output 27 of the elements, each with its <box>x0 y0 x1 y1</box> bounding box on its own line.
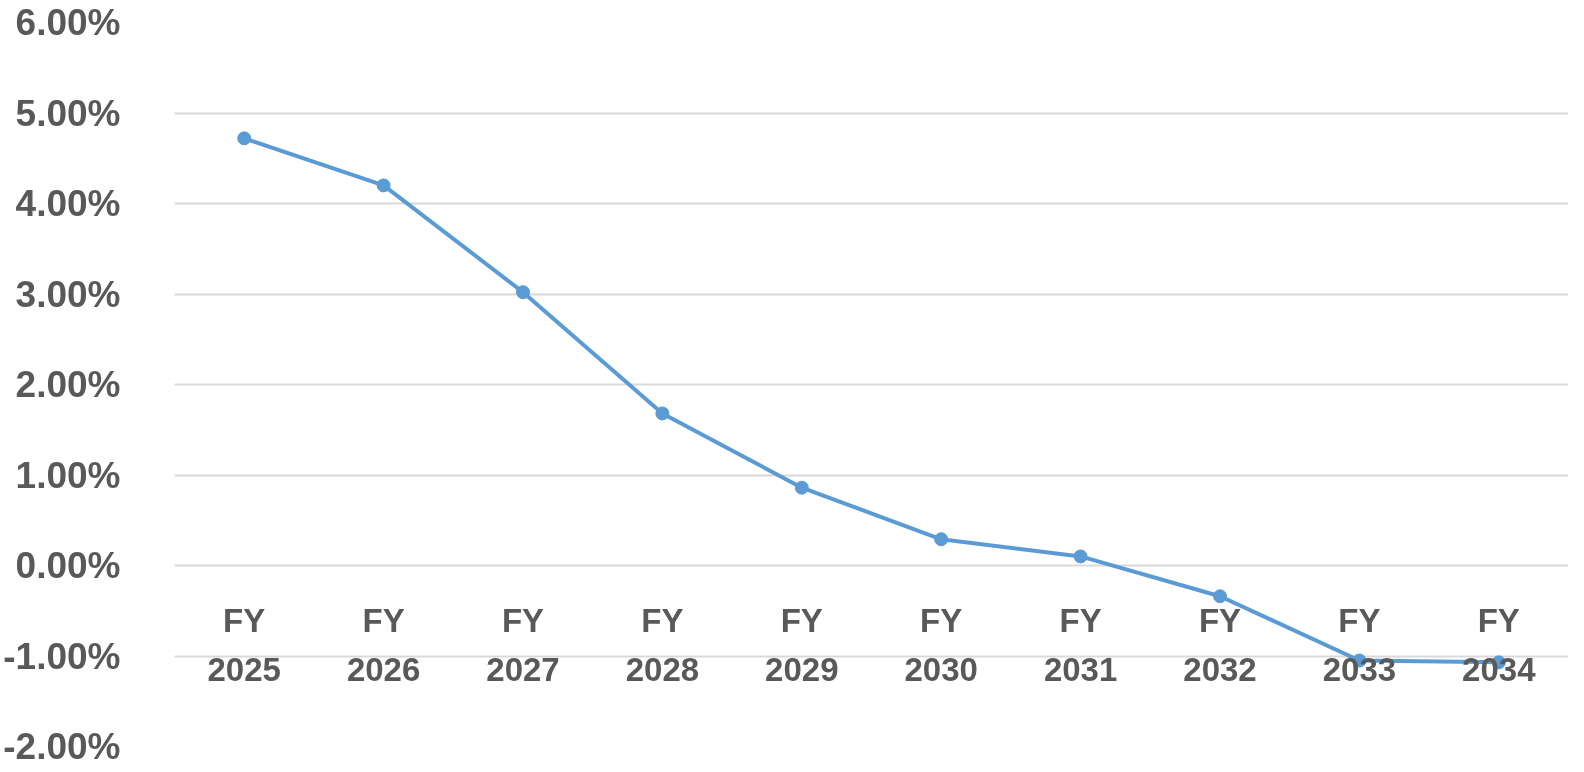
x-tick-label: FY 2029 <box>765 601 839 689</box>
point <box>237 131 252 146</box>
x-tick-label: FY 2032 <box>1183 601 1257 689</box>
point <box>794 480 809 495</box>
point <box>1213 589 1227 604</box>
y-tick-label: 3.00% <box>15 273 121 315</box>
point <box>376 178 391 193</box>
x-tick-label: FY 2026 <box>346 601 421 689</box>
y-tick-label: 1.00% <box>15 454 121 496</box>
y-tick-label: -1.00% <box>3 635 121 677</box>
y-tick-label: 6.00% <box>15 2 121 43</box>
y-tick-label: -2.00% <box>3 726 121 767</box>
point <box>1073 549 1088 564</box>
point <box>516 285 530 300</box>
x-tick-label: FY 2030 <box>904 601 978 689</box>
y-tick-label: 5.00% <box>15 92 121 134</box>
y-tick-label: 0.00% <box>15 545 121 586</box>
point <box>934 532 949 547</box>
x-tick-label: FY 2025 <box>207 601 281 689</box>
y-tick-label: 2.00% <box>15 364 121 405</box>
point <box>655 406 670 421</box>
x-tick-label: FY 2028 <box>625 601 700 689</box>
x-tick-label: FY 2034 <box>1462 601 1537 689</box>
x-tick-label: FY 2031 <box>1043 601 1118 689</box>
x-tick-label: FY 2033 <box>1322 601 1397 689</box>
x-tick-label: FY 2027 <box>486 601 560 689</box>
y-tick-label: 4.00% <box>15 183 121 224</box>
